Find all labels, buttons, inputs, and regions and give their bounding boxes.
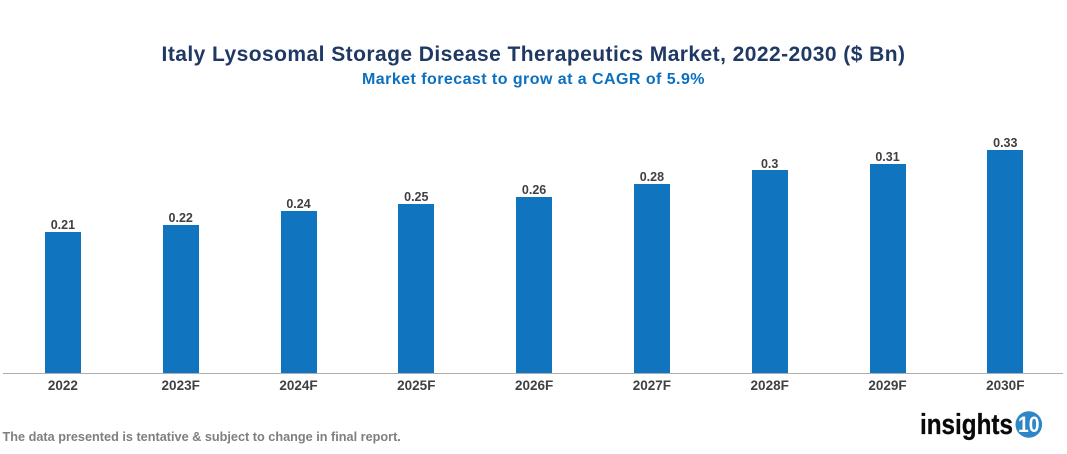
- svg-text:insights: insights: [920, 409, 1013, 441]
- svg-text:10: 10: [1018, 412, 1040, 437]
